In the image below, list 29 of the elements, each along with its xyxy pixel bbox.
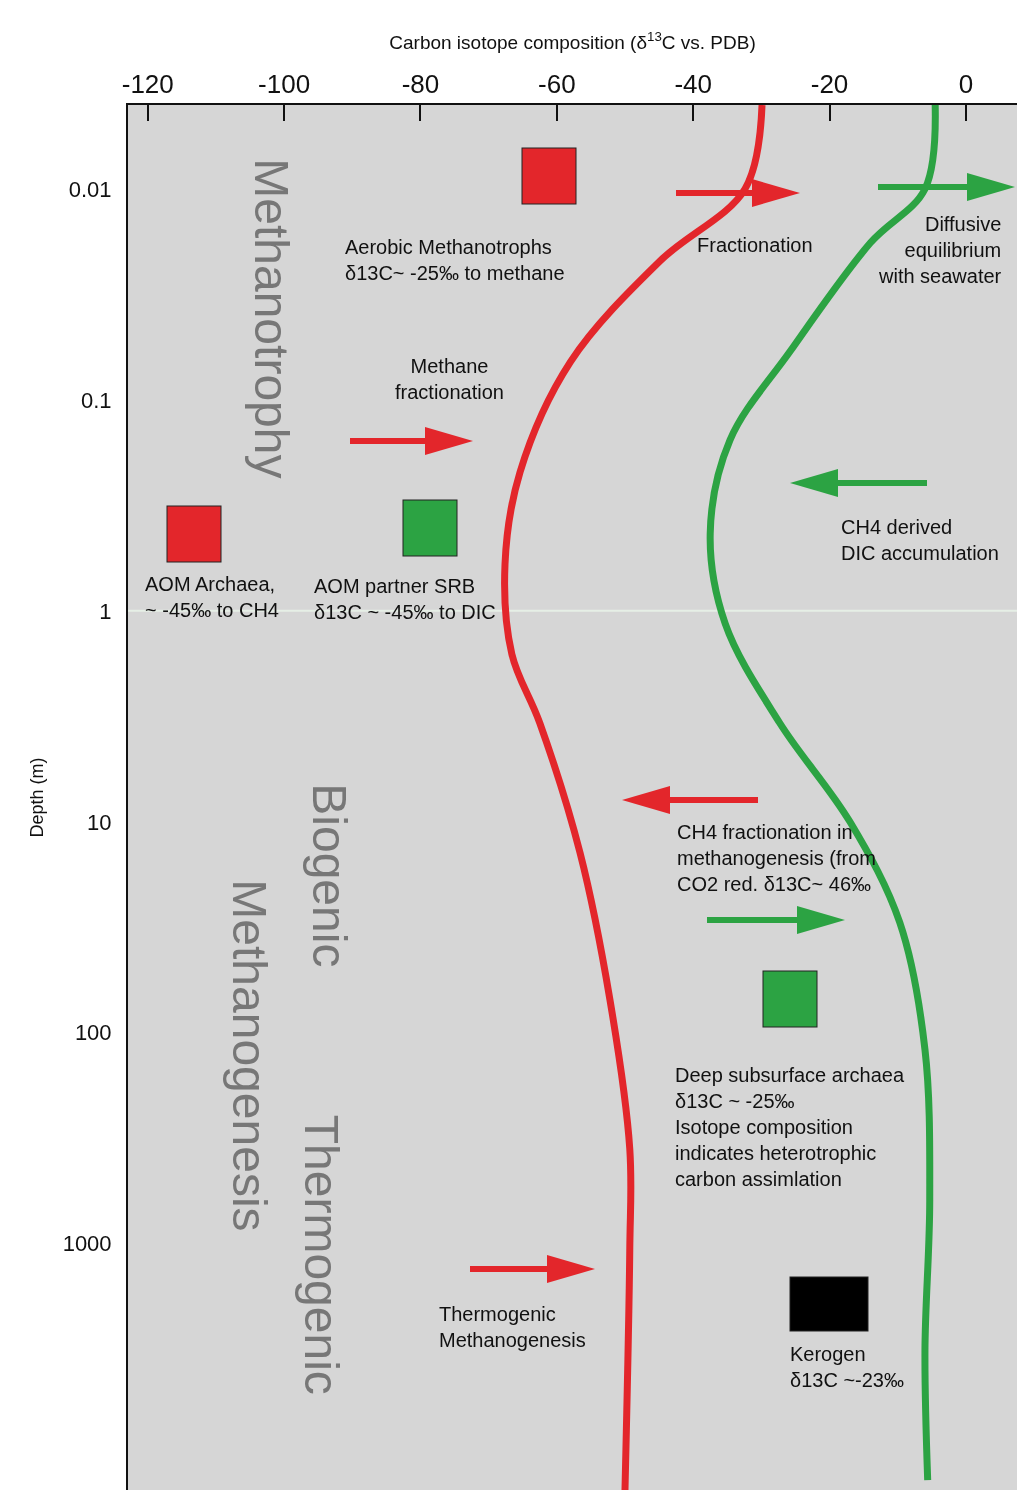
annotation: Thermogenic Methanogenesis xyxy=(439,1303,586,1351)
annotation: Thermogenic xyxy=(295,1114,349,1395)
annotation: CH4 derived DIC accumulation xyxy=(841,516,999,564)
annotation: AOM Archaea, ~ -45‰ to CH4 xyxy=(145,573,279,621)
x-tick-label: 0 xyxy=(958,68,974,99)
annotation: AOM partner SRB δ13C ~ -45‰ to DIC xyxy=(314,575,496,623)
y-tick-label: 100 xyxy=(74,1020,112,1046)
annotation: Biogenic xyxy=(302,783,356,968)
y-tick-label: 10 xyxy=(87,809,112,835)
x-tick-label: -40 xyxy=(674,68,712,99)
annotation: Diffusive equilibrium with seawater xyxy=(878,213,1002,287)
x-tick-label: -100 xyxy=(258,68,311,99)
y-axis-title: Depth (m) xyxy=(27,757,48,838)
x-tick-label: -60 xyxy=(538,68,576,99)
y-tick-label: 0.1 xyxy=(81,387,112,413)
annotation: Methanotrophy xyxy=(245,158,299,479)
annotation: Deep subsurface archaea δ13C ~ -25‰ Isotope composition indicates heterotrophic carbon assimlation xyxy=(675,1064,905,1190)
x-tick-label: -120 xyxy=(121,68,174,99)
x-tick-label: -80 xyxy=(401,68,440,99)
annotation: Kerogen δ13C ~-23‰ xyxy=(790,1343,904,1391)
y-tick-label: 0.01 xyxy=(68,176,112,202)
x-tick-label: -20 xyxy=(810,68,849,99)
y-tick-label: 1 xyxy=(99,598,112,624)
annotation: Aerobic Methanotrophs δ13C~ -25‰ to methane xyxy=(345,236,565,284)
y-tick-label: 1000 xyxy=(62,1231,112,1257)
annotation: Methane fractionation xyxy=(395,355,504,403)
x-axis-title: Carbon isotope composition (δ$^{13}$C vs. PDB) xyxy=(389,28,756,53)
annotation: Methanogenesis xyxy=(222,879,276,1232)
annotation: Fractionation xyxy=(697,234,813,256)
